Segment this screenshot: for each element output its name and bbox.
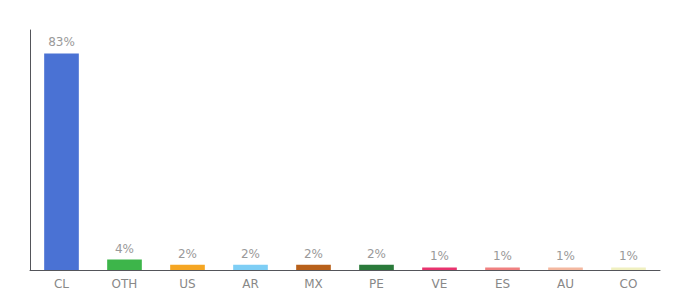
svg-text:1%: 1% xyxy=(556,249,575,263)
svg-text:OTH: OTH xyxy=(112,277,138,291)
svg-text:US: US xyxy=(179,277,195,291)
svg-text:CL: CL xyxy=(54,277,69,291)
svg-text:83%: 83% xyxy=(48,35,75,49)
svg-text:2%: 2% xyxy=(241,247,260,261)
svg-text:1%: 1% xyxy=(493,249,512,263)
svg-text:AU: AU xyxy=(557,277,574,291)
svg-text:4%: 4% xyxy=(115,242,134,256)
svg-text:CO: CO xyxy=(620,277,638,291)
svg-text:2%: 2% xyxy=(178,247,197,261)
svg-text:PE: PE xyxy=(369,277,384,291)
svg-text:2%: 2% xyxy=(367,247,386,261)
svg-text:MX: MX xyxy=(304,277,323,291)
svg-text:1%: 1% xyxy=(619,249,638,263)
svg-text:1%: 1% xyxy=(430,249,449,263)
svg-text:AR: AR xyxy=(242,277,259,291)
svg-text:VE: VE xyxy=(432,277,448,291)
svg-text:2%: 2% xyxy=(304,247,323,261)
svg-text:ES: ES xyxy=(495,277,510,291)
